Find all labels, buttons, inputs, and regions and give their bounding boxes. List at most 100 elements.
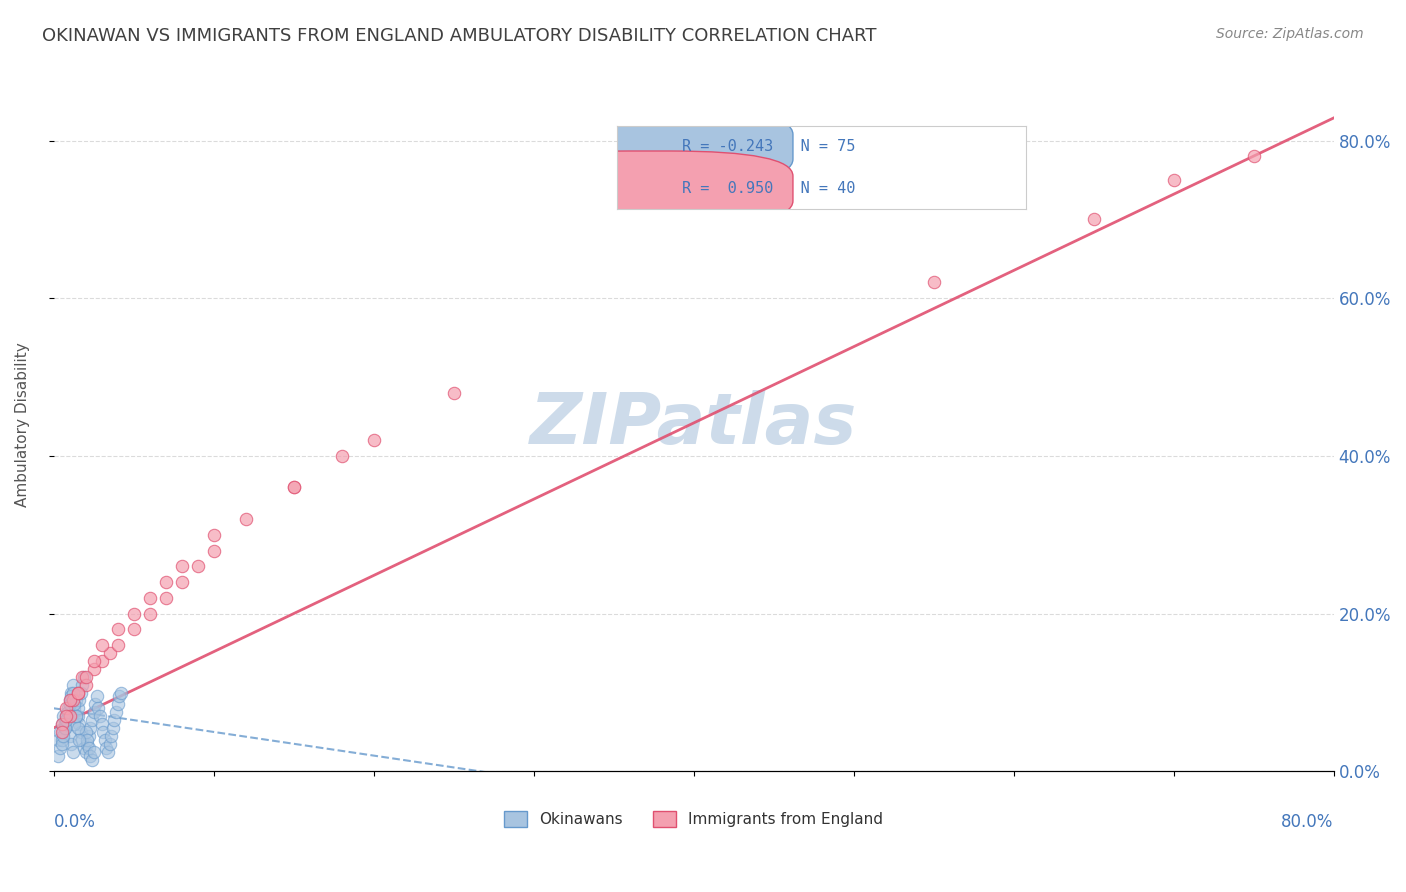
Point (56, 705, 79, 719)
Point (65, 693, 87, 707)
Point (283, 481, 305, 495)
Point (83, 662, 105, 676)
Point (138, 607, 160, 621)
Point (80, 713, 103, 727)
Point (170, 575, 193, 590)
Point (66, 701, 89, 715)
Point (103, 713, 125, 727)
Point (330, 449, 353, 463)
Point (56, 701, 79, 715)
Point (59, 693, 82, 707)
Point (363, 433, 385, 447)
Point (79, 748, 101, 763)
Point (66, 709, 89, 723)
Point (86, 690, 108, 704)
Point (53, 721, 76, 735)
Point (51, 717, 73, 731)
Point (283, 481, 305, 495)
Point (67, 717, 90, 731)
Point (235, 512, 257, 526)
Point (49, 740, 72, 755)
Point (60, 690, 83, 704)
Point (97, 745, 120, 759)
Point (66, 721, 89, 735)
Text: 0.0%: 0.0% (53, 813, 96, 831)
Point (63, 698, 86, 712)
Point (72, 732, 94, 747)
Point (69, 725, 91, 739)
Point (52, 725, 75, 739)
Text: ZIPatlas: ZIPatlas (530, 390, 858, 458)
Point (100, 729, 122, 743)
Point (67, 732, 90, 747)
Point (48, 748, 70, 763)
Point (202, 543, 225, 558)
Point (108, 690, 131, 704)
Point (79, 721, 101, 735)
Point (52, 709, 75, 723)
Point (75, 745, 97, 759)
Point (83, 705, 105, 719)
Point (60, 685, 83, 699)
Point (122, 623, 145, 637)
Point (55, 713, 77, 727)
Point (56, 705, 79, 719)
Point (73, 670, 96, 684)
Point (107, 623, 129, 637)
Point (77, 729, 100, 743)
Point (65, 709, 87, 723)
Point (63, 717, 86, 731)
Point (59, 693, 82, 707)
Point (51, 725, 73, 739)
Point (76, 737, 98, 751)
Point (66, 685, 89, 699)
Point (55, 709, 77, 723)
Point (59, 709, 82, 723)
Point (63, 701, 86, 715)
Point (48, 732, 70, 747)
Point (1243, 149, 1265, 163)
Point (89, 709, 111, 723)
Point (80, 752, 103, 766)
Point (53, 721, 76, 735)
Point (96, 740, 118, 755)
Point (62, 685, 84, 699)
Point (170, 559, 193, 574)
Point (107, 638, 129, 652)
Point (62, 745, 84, 759)
Point (90, 654, 112, 668)
Point (101, 721, 124, 735)
Point (77, 740, 100, 755)
Point (202, 528, 225, 542)
Point (53, 717, 76, 731)
Y-axis label: Ambulatory Disability: Ambulatory Disability (15, 342, 30, 507)
Point (90, 717, 112, 731)
Point (49, 725, 72, 739)
Point (51, 737, 73, 751)
Point (51, 732, 73, 747)
Point (155, 575, 177, 590)
Point (83, 654, 105, 668)
Point (73, 740, 96, 755)
Point (922, 276, 945, 290)
Text: 80.0%: 80.0% (1281, 813, 1334, 831)
Text: OKINAWAN VS IMMIGRANTS FROM ENGLAND AMBULATORY DISABILITY CORRELATION CHART: OKINAWAN VS IMMIGRANTS FROM ENGLAND AMBU… (42, 27, 877, 45)
Point (107, 698, 129, 712)
Point (62, 678, 84, 692)
Point (59, 698, 82, 712)
Point (66, 685, 89, 699)
Point (59, 729, 82, 743)
Point (51, 717, 73, 731)
Point (90, 638, 112, 652)
Point (138, 591, 160, 605)
Legend: Okinawans, Immigrants from England: Okinawans, Immigrants from England (498, 805, 890, 833)
Point (443, 385, 465, 400)
Point (105, 705, 128, 719)
Point (75, 725, 97, 739)
Point (187, 559, 209, 574)
Point (110, 685, 132, 699)
Point (55, 701, 77, 715)
Point (67, 693, 90, 707)
Point (83, 745, 105, 759)
Point (72, 678, 94, 692)
